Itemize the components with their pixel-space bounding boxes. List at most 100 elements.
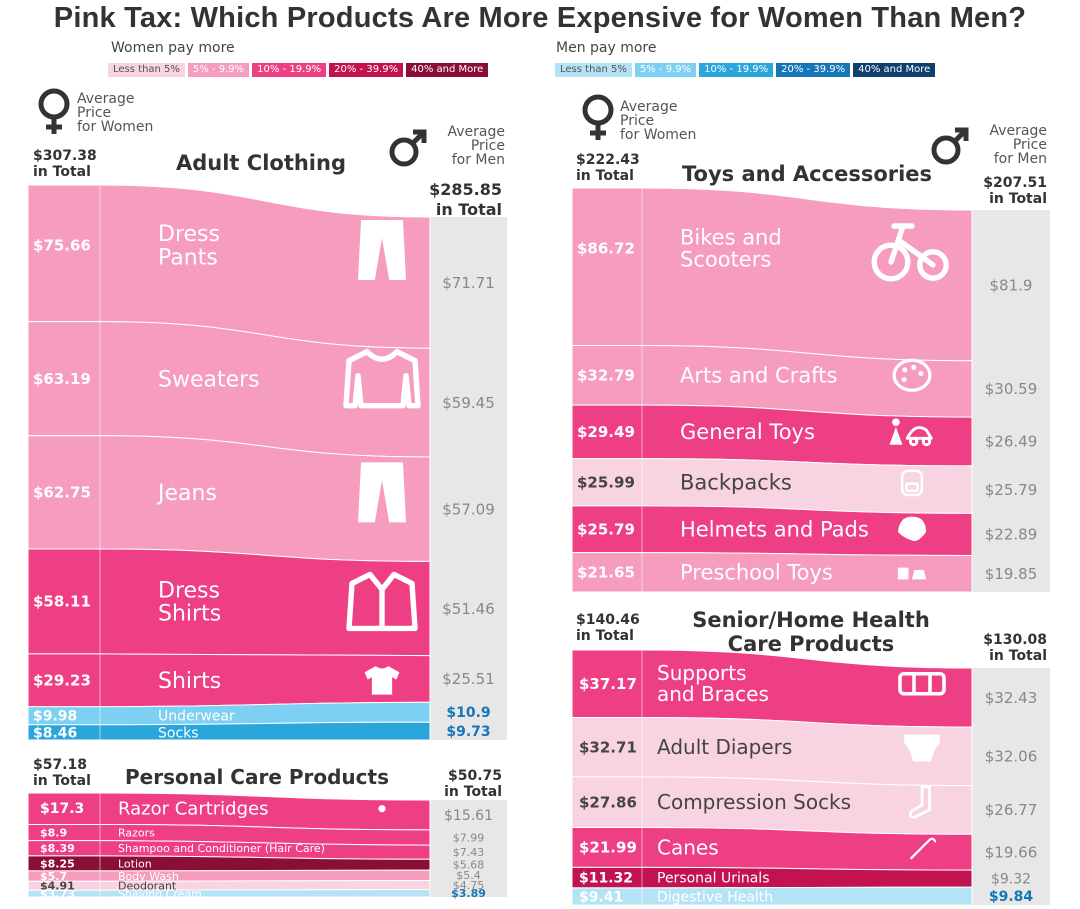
- women-price-deodorant: $4.91: [40, 880, 75, 893]
- men-price-adult-diapers: $32.06: [985, 748, 1038, 766]
- clothing-men-total: $285.85 in Total: [429, 180, 502, 219]
- women-price-body-wash: $5.7: [40, 870, 67, 883]
- brace-icon: [898, 671, 946, 696]
- legend-men-bin-2: 10% - 19.9%: [699, 63, 774, 77]
- female-symbol-icon: [38, 88, 70, 134]
- men-price-dress-pants: $71.71: [442, 274, 495, 292]
- legend-men-bin-0: Less than 5%: [555, 63, 632, 77]
- band-socks: [27, 721, 431, 741]
- item-name-supports-and-braces: and Braces: [657, 682, 769, 706]
- item-name-sweaters: Sweaters: [158, 367, 260, 392]
- men-price-razors: $7.99: [453, 831, 485, 844]
- women-price-underwear: $9.98: [33, 709, 77, 725]
- item-name-lotion: Lotion: [118, 857, 152, 870]
- sweater-icon: [343, 348, 421, 409]
- item-name-supports-and-braces: Supports: [657, 661, 746, 685]
- personal-men-total: $50.75 in Total: [444, 768, 502, 800]
- jeans-icon: [358, 462, 406, 523]
- item-name-underwear: Underwear: [158, 709, 235, 725]
- women-price-digestive-health: $9.41: [579, 889, 623, 905]
- tshirt-icon: [364, 666, 400, 695]
- female-symbol-icon: [582, 94, 614, 140]
- legend-women-bin-2: 10% - 19.9%: [252, 63, 327, 77]
- item-name-jeans: Jeans: [156, 481, 217, 506]
- women-price-backpacks: $25.99: [577, 473, 635, 491]
- item-name-razors: Razors: [118, 826, 155, 839]
- women-price-canes: $21.99: [579, 839, 637, 857]
- palette-icon: [892, 358, 932, 392]
- men-price-digestive-health: $9.84: [989, 889, 1034, 905]
- compression-sock-icon: [909, 785, 931, 819]
- toys-avg-women-label: Average Price for Women: [620, 99, 697, 143]
- toys-women-total: $222.43 in Total: [576, 152, 640, 184]
- legend-men-title: Men pay more: [556, 40, 657, 56]
- senior-section-title: Senior/Home Health Care Products: [692, 608, 930, 656]
- men-price-dress-shirts: $51.46: [442, 600, 495, 618]
- men-price-preschool-toys: $19.85: [985, 565, 1038, 583]
- item-name-adult-diapers: Adult Diapers: [657, 735, 792, 759]
- band-digestive-health: [571, 886, 973, 906]
- legend-women-bin-4: 40% and More: [406, 63, 489, 77]
- toys-icon: [889, 418, 933, 447]
- legend-women-bin-1: 5% - 9.9%: [187, 63, 250, 77]
- male-symbol-icon: [389, 129, 427, 167]
- men-price-shaving-cream: $3.89: [451, 887, 486, 900]
- item-name-arts-and-crafts: Arts and Crafts: [680, 364, 837, 388]
- women-price-socks: $8.46: [33, 725, 77, 741]
- tricycle-icon: [871, 223, 949, 282]
- senior-women-total: $140.46 in Total: [576, 612, 640, 644]
- item-name-dress-shirts: Shirts: [158, 602, 221, 627]
- men-price-canes: $19.66: [985, 843, 1038, 861]
- male-symbol-icon: [931, 127, 969, 165]
- men-price-bikes-and-scooters: $81.9: [990, 277, 1033, 295]
- item-name-compression-socks: Compression Socks: [657, 790, 851, 814]
- men-price-jeans: $57.09: [442, 500, 495, 518]
- men-price-body-wash: $5.4: [456, 869, 481, 882]
- men-price-socks: $9.73: [446, 724, 490, 740]
- razor-cartridge-icon: [378, 805, 386, 813]
- men-price-underwear: $10.9: [446, 705, 490, 721]
- band-shaving-cream: [27, 889, 431, 898]
- legend-men-bin-1: 5% - 9.9%: [634, 63, 697, 77]
- band-body-wash: [27, 869, 431, 882]
- men-price-shirts: $25.51: [442, 670, 495, 688]
- legend-women-bin-0: Less than 5%: [108, 63, 185, 77]
- item-name-digestive-health: Digestive Health: [657, 889, 773, 905]
- item-name-bikes-and-scooters: Bikes and: [680, 225, 782, 249]
- women-price-general-toys: $29.49: [577, 423, 635, 441]
- women-price-supports-and-braces: $37.17: [579, 675, 637, 693]
- item-name-preschool-toys: Preschool Toys: [680, 561, 833, 585]
- backpack-icon: [900, 469, 924, 497]
- item-name-dress-pants: Pants: [158, 245, 218, 270]
- helmet-icon: [897, 516, 927, 542]
- legend-men: Less than 5% 5% - 9.9% 10% - 19.9% 20% - 39…: [555, 63, 936, 77]
- item-name-shampoo-and-conditioner-hair-care: Shampoo and Conditioner (Hair Care): [118, 842, 325, 855]
- women-price-preschool-toys: $21.65: [577, 564, 635, 582]
- men-price-sweaters: $59.45: [442, 394, 495, 412]
- clothing-section-title: Adult Clothing: [176, 151, 346, 175]
- men-price-shampoo-and-conditioner-hair-care: $7.43: [453, 846, 485, 859]
- item-name-deodorant: Deodorant: [118, 880, 177, 893]
- legend-women-title: Women pay more: [111, 40, 235, 56]
- toys-section-title: Toys and Accessories: [682, 162, 933, 186]
- legend-men-bin-3: 20% - 39.9%: [776, 63, 851, 77]
- item-name-shaving-cream: Shaving Cream: [118, 887, 202, 900]
- women-price-shaving-cream: $3.73: [40, 887, 75, 900]
- item-name-body-wash: Body Wash: [118, 870, 179, 883]
- toys-avg-men-label: Average Price for Men: [989, 123, 1048, 167]
- pants-icon: [358, 220, 406, 280]
- men-price-supports-and-braces: $32.43: [985, 689, 1038, 707]
- senior-men-total: $130.08 in Total: [983, 632, 1047, 664]
- item-name-personal-urinals: Personal Urinals: [657, 871, 770, 887]
- men-price-backpacks: $25.79: [985, 481, 1038, 499]
- item-name-bikes-and-scooters: Scooters: [680, 247, 771, 271]
- legend-men-bin-4: 40% and More: [853, 63, 936, 77]
- cane-icon: [910, 837, 937, 860]
- men-price-deodorant: $4.75: [453, 879, 485, 892]
- women-price-jeans: $62.75: [33, 484, 91, 502]
- legend-women: Less than 5% 5% - 9.9% 10% - 19.9% 20% - 39…: [108, 63, 489, 77]
- women-price-bikes-and-scooters: $86.72: [577, 239, 635, 257]
- men-price-compression-socks: $26.77: [985, 801, 1038, 819]
- item-name-dress-shirts: Dress: [158, 579, 220, 604]
